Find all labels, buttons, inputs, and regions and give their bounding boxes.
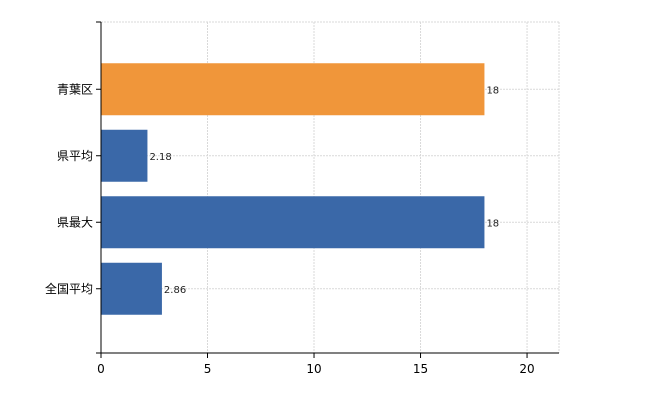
bars	[101, 63, 485, 315]
data-label-3: 2.86	[164, 285, 186, 296]
category-label-0: 青葉区	[57, 82, 93, 96]
bar-2	[101, 196, 485, 249]
x-tick-label-4: 20	[519, 362, 534, 376]
bar-1	[101, 129, 148, 182]
x-tick-label-1: 5	[204, 362, 212, 376]
x-tick-label-2: 10	[306, 362, 321, 376]
bar-3	[101, 262, 162, 315]
x-tick-label-0: 0	[97, 362, 105, 376]
data-label-1: 2.18	[149, 152, 171, 163]
data-label-2: 18	[486, 218, 499, 229]
labels: 18 青葉区 2.18 県平均 18 県最大 2.86 全国平均 0 5 10 15 20	[45, 21, 535, 376]
category-label-2: 県最大	[57, 215, 93, 229]
x-tick-label-3: 15	[413, 362, 428, 376]
category-label-1: 県平均	[57, 149, 93, 163]
bar-0	[101, 63, 485, 116]
category-label-3: 全国平均	[45, 281, 93, 296]
data-label-0: 18	[486, 85, 499, 96]
axes	[100, 22, 559, 354]
